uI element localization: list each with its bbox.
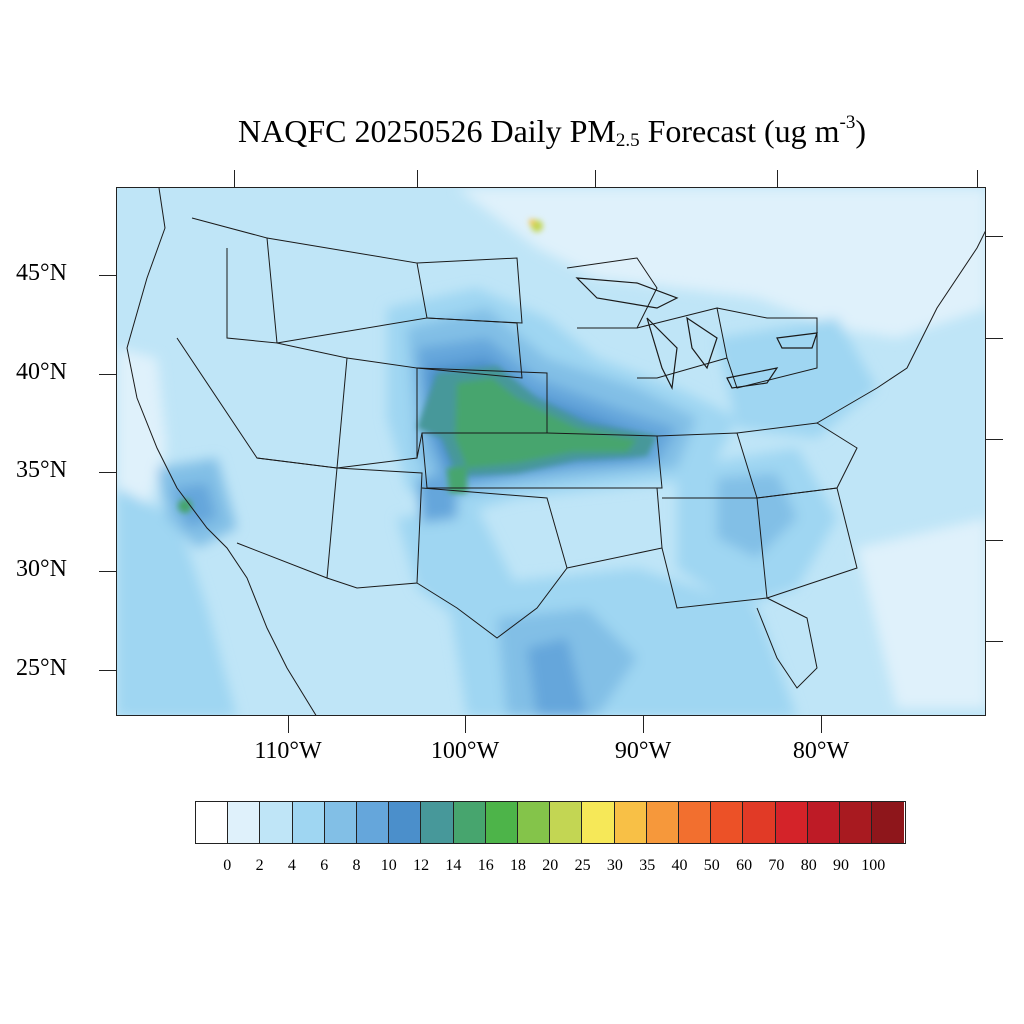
lon-label-80w: 80°W xyxy=(792,738,850,764)
colorbar-swatch xyxy=(228,802,261,843)
title-prefix: NAQFC 20250526 Daily PM xyxy=(238,113,616,149)
lat-label-25: 25°N xyxy=(16,655,67,681)
colorbar-level-label: 4 xyxy=(287,857,296,874)
colorbar-level-label: 0 xyxy=(223,857,232,874)
colorbar-swatch xyxy=(357,802,390,843)
right-tick xyxy=(986,236,1003,237)
colorbar-swatch xyxy=(872,802,905,843)
colorbar-swatch xyxy=(679,802,712,843)
colorbar-level-label: 14 xyxy=(445,857,462,874)
left-tick xyxy=(99,275,116,276)
lat-label-40: 40°N xyxy=(16,359,67,385)
title-middle: Forecast (ug m xyxy=(639,113,840,149)
top-tick xyxy=(417,170,418,187)
map-svg xyxy=(117,188,985,715)
bottom-tick xyxy=(465,716,466,733)
right-tick xyxy=(986,439,1003,440)
colorbar-level-label: 25 xyxy=(574,857,591,874)
colorbar-swatch xyxy=(260,802,293,843)
right-tick xyxy=(986,641,1003,642)
colorbar-swatch xyxy=(582,802,615,843)
lon-label-90w: 90°W xyxy=(614,738,672,764)
colorbar-swatch xyxy=(196,802,229,843)
left-tick xyxy=(99,571,116,572)
colorbar-swatch xyxy=(550,802,583,843)
colorbar-swatch xyxy=(711,802,744,843)
title-superscript: -3 xyxy=(839,112,856,133)
lat-label-30: 30°N xyxy=(16,556,67,582)
lat-label-35: 35°N xyxy=(16,457,67,483)
left-tick xyxy=(99,670,116,671)
colorbar-swatch xyxy=(421,802,454,843)
colorbar-level-label: 90 xyxy=(833,857,849,874)
right-tick xyxy=(986,540,1003,541)
bottom-tick xyxy=(643,716,644,733)
colorbar-level-label: 18 xyxy=(510,857,526,874)
colorbar-swatch xyxy=(807,802,841,843)
colorbar-swatch xyxy=(324,802,358,843)
map-title: NAQFC 20250526 Daily PM2.5 Forecast (ug … xyxy=(0,112,1024,152)
title-suffix: ) xyxy=(855,113,866,149)
colorbar-swatch xyxy=(840,802,873,843)
colorbar-level-label: 50 xyxy=(703,857,720,874)
colorbar-level-label: 35 xyxy=(639,857,656,874)
colorbar-level-label: 40 xyxy=(671,857,688,874)
colorbar-swatch xyxy=(292,802,325,843)
lat-label-45: 45°N xyxy=(16,260,67,286)
colorbar-level-label: 2 xyxy=(255,857,264,874)
top-tick xyxy=(595,170,596,187)
high-concentration-field xyxy=(178,219,657,513)
colorbar-level-label: 100 xyxy=(861,857,886,874)
bottom-tick xyxy=(821,716,822,733)
colorbar-level-label: 30 xyxy=(606,857,623,874)
lon-label-110w: 110°W xyxy=(254,738,322,764)
colorbar-swatch xyxy=(518,802,551,843)
state-boundaries xyxy=(126,188,985,715)
colorbar-level-label: 6 xyxy=(320,857,329,874)
colorbar xyxy=(195,801,906,844)
colorbar-swatch xyxy=(775,802,808,843)
colorbar-level-label: 80 xyxy=(800,857,817,874)
colorbar-swatch xyxy=(743,802,776,843)
left-tick xyxy=(99,374,116,375)
colorbar-swatch xyxy=(614,802,647,843)
colorbar-level-label: 70 xyxy=(768,857,785,874)
top-tick xyxy=(977,170,978,187)
top-tick xyxy=(234,170,235,187)
lon-label-100w: 100°W xyxy=(430,738,500,764)
top-tick xyxy=(777,170,778,187)
colorbar-level-label: 12 xyxy=(413,857,430,874)
colorbar-level-label: 60 xyxy=(736,857,753,874)
colorbar-swatch xyxy=(453,802,486,843)
bottom-tick xyxy=(288,716,289,733)
colorbar-swatch xyxy=(646,802,680,843)
colorbar-swatch xyxy=(389,802,422,843)
pm25-forecast-map xyxy=(116,187,986,716)
colorbar-level-label: 16 xyxy=(477,857,494,874)
title-subscript: 2.5 xyxy=(615,130,640,151)
colorbar-level-label: 20 xyxy=(542,857,559,874)
left-tick xyxy=(99,472,116,473)
great-lakes xyxy=(575,277,818,391)
colorbar-swatch xyxy=(485,802,519,843)
right-tick xyxy=(986,338,1003,339)
colorbar-level-label: 10 xyxy=(380,857,397,874)
colorbar-level-label: 8 xyxy=(352,857,361,874)
